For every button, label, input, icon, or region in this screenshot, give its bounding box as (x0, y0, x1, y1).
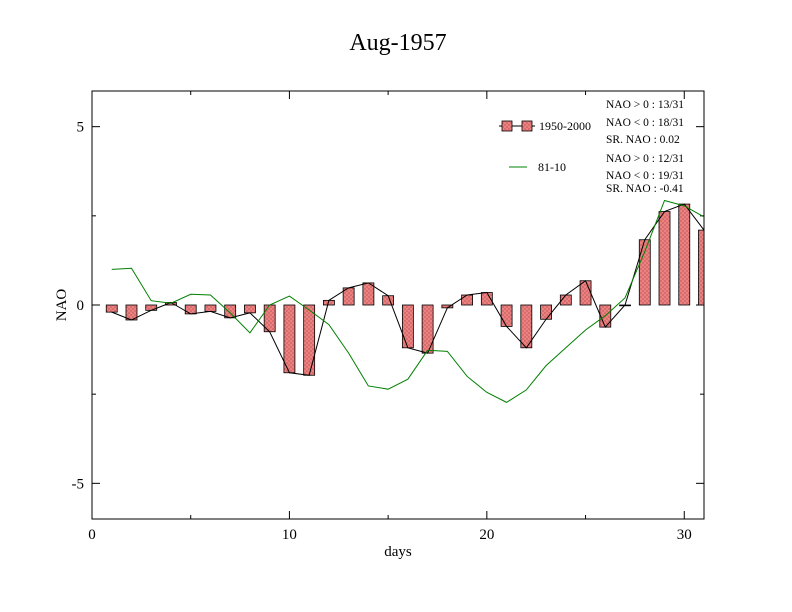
bar (638, 239, 651, 306)
bar (698, 229, 705, 306)
y-tick-label: 0 (77, 298, 85, 314)
bar (658, 211, 671, 306)
stats-1950-sr: SR. NAO : 0.02 (606, 134, 680, 146)
chart-title: Aug-1957 (349, 30, 446, 56)
y-axis-label: NAO (54, 289, 70, 322)
legend-bar-swatch-left (501, 120, 513, 132)
stats-8110-positive: NAO > 0 : 12/31 (606, 153, 684, 165)
bars-1950-2000 (105, 203, 705, 376)
bar (579, 280, 592, 306)
line-1950-2000 (111, 203, 705, 376)
bar (303, 304, 316, 376)
bar (244, 304, 256, 314)
bar (184, 304, 197, 315)
bar (540, 304, 552, 320)
bar (678, 203, 691, 306)
legend-bar-swatch-right (521, 120, 533, 132)
bar (145, 304, 158, 311)
x-axis: 0 10 20 30 (88, 91, 692, 543)
y-tick-label: 5 (77, 120, 85, 136)
legend-bar-label: 1950-2000 (539, 119, 591, 133)
bar (500, 304, 513, 327)
bar (421, 304, 434, 354)
bar (283, 304, 296, 374)
bar (105, 304, 118, 313)
x-axis-label: days (384, 544, 412, 560)
legend: 1950-2000 81-10 NAO > 0 : 13/31 NAO < 0 … (499, 99, 684, 195)
y-tick-label: -5 (72, 476, 85, 492)
stats-8110-negative: NAO < 0 : 19/31 (606, 170, 684, 182)
y-axis: 5 0 -5 (72, 120, 704, 492)
stats-1950-negative: NAO < 0 : 18/31 (606, 117, 684, 129)
x-tick-label: 20 (479, 527, 494, 543)
bar (204, 304, 217, 312)
x-tick-label: 0 (88, 527, 96, 543)
x-tick-label: 30 (677, 527, 692, 543)
bar (224, 304, 237, 319)
bar (362, 282, 375, 306)
stats-1950-positive: NAO > 0 : 13/31 (606, 99, 684, 111)
bar (401, 304, 414, 349)
stats-8110-sr: SR. NAO : -0.41 (606, 183, 684, 195)
legend-line-label: 81-10 (538, 160, 566, 174)
x-tick-label: 10 (282, 527, 297, 543)
line-81-10 (111, 199, 705, 403)
bar (461, 294, 473, 306)
